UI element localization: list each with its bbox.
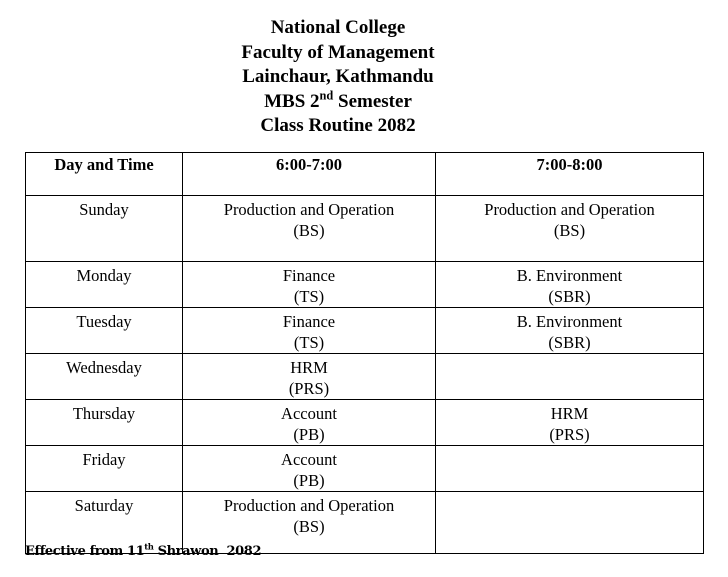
slot-line: (PRS) — [549, 425, 590, 444]
slot-line: Finance — [282, 266, 336, 285]
slot-line: HRM — [290, 358, 328, 377]
row: Tuesday Finance (TS) B. Environment (SBR) — [25, 307, 704, 354]
column-header: 6:00-7:00 — [182, 152, 436, 196]
day-cell: Tuesday — [25, 307, 183, 354]
column-header: Day and Time — [25, 152, 183, 196]
routine-table: Day and Time 6:00-7:00 7:00-8:00 Sunday Prod… — [25, 152, 704, 554]
header-line: National College — [270, 17, 406, 38]
slot-line: Production and Operation — [223, 200, 395, 219]
footer-rest: Shrawon 2082 — [157, 544, 262, 559]
slot-line: B. Environment — [516, 312, 623, 331]
header-row: Day and Time 6:00-7:00 7:00-8:00 — [25, 152, 704, 196]
slot-line: (BS) — [553, 221, 586, 240]
slot-cell: HRM (PRS) — [435, 399, 704, 446]
header-line: MBS 2nd Semester — [0, 88, 676, 115]
slot-line: (PB) — [293, 471, 325, 490]
slot-line: (BS) — [293, 221, 325, 240]
slot-line: (PB) — [293, 425, 325, 444]
slot-line: (SBR) — [548, 333, 591, 352]
day-cell: Monday — [25, 261, 183, 308]
slot-line: Production and Operation — [223, 496, 395, 515]
slot-cell: Production and Operation (BS) — [182, 491, 436, 554]
row: Saturday Production and Operation (BS) — [25, 491, 704, 554]
header-line: Lainchaur, Kathmandu — [242, 66, 434, 87]
slot-cell: Production and Operation (BS) — [182, 195, 436, 262]
row: Thursday Account (PB) HRM (PRS) — [25, 399, 704, 446]
slot-cell — [435, 445, 704, 492]
slot-line: Account — [281, 450, 337, 469]
slot-line: Account — [281, 404, 337, 423]
slot-line: HRM — [550, 404, 589, 423]
slot-line: Finance — [282, 312, 336, 331]
row: Friday Account (PB) — [25, 445, 704, 492]
slot-cell: B. Environment (SBR) — [435, 261, 704, 308]
slot-line: (TS) — [293, 333, 325, 352]
day-cell: Thursday — [25, 399, 183, 446]
day-cell: Sunday — [25, 195, 183, 262]
header-line: Class Routine 2082 — [260, 115, 416, 136]
day-cell: Wednesday — [25, 353, 183, 400]
row: Wednesday HRM (PRS) — [25, 353, 704, 400]
header-line-text: MBS 2 — [264, 90, 320, 112]
slot-line: (BS) — [293, 517, 325, 536]
slot-cell: Finance (TS) — [182, 261, 436, 308]
footer-sup: th — [144, 541, 154, 552]
header-line-rest: Semester — [338, 90, 412, 112]
row: Sunday Production and Operation (BS) Produc… — [25, 195, 704, 262]
header-line-sup: nd — [319, 88, 334, 103]
header-line: Faculty of Management — [241, 41, 435, 63]
footer-text: Effective from 11 — [25, 544, 145, 559]
slot-cell: Finance (TS) — [182, 307, 436, 354]
slot-cell: HRM (PRS) — [182, 353, 436, 400]
slot-cell: B. Environment (SBR) — [435, 307, 704, 354]
column-header: 7:00-8:00 — [435, 152, 704, 196]
day-cell: Saturday — [25, 491, 183, 554]
slot-cell — [435, 491, 704, 554]
slot-line: (TS) — [293, 287, 325, 306]
day-cell: Friday — [25, 445, 183, 492]
slot-cell: Account (PB) — [182, 399, 436, 446]
slot-line: B. Environment — [516, 266, 623, 285]
slot-cell: Account (PB) — [182, 445, 436, 492]
footer: Effective from 11th Shrawon 2082 — [25, 541, 262, 559]
slot-cell: Production and Operation (BS) — [435, 195, 704, 262]
slot-line: Production and Operation — [484, 200, 655, 219]
slot-line: (PRS) — [288, 379, 330, 398]
header: National College Faculty of Management Lai… — [0, 16, 676, 139]
slot-line: (SBR) — [548, 287, 591, 306]
slot-cell — [435, 353, 704, 400]
row: Monday Finance (TS) B. Environment (SBR) — [25, 261, 704, 308]
